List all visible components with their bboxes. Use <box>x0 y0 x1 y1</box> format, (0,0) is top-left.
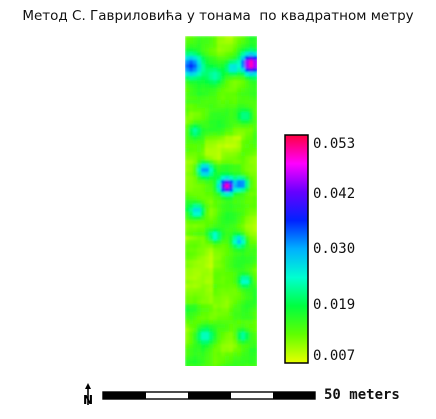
north-arrow-icon: N <box>83 383 93 407</box>
legend <box>284 134 309 364</box>
scale-bar-label: 50 meters <box>324 387 400 403</box>
scale-bar <box>102 391 316 400</box>
map-title: Метод С. Гавриловића у тонама по квадрат… <box>22 8 414 24</box>
legend-color-bar <box>284 134 309 364</box>
legend-label-4: 0.019 <box>313 297 356 313</box>
north-letter: N <box>83 393 93 407</box>
legend-label-3: 0.030 <box>313 241 356 257</box>
legend-label-min: 0.007 <box>313 348 356 364</box>
legend-label-max: 0.053 <box>313 136 356 152</box>
erosion-raster <box>185 36 257 366</box>
legend-label-2: 0.042 <box>313 186 356 202</box>
